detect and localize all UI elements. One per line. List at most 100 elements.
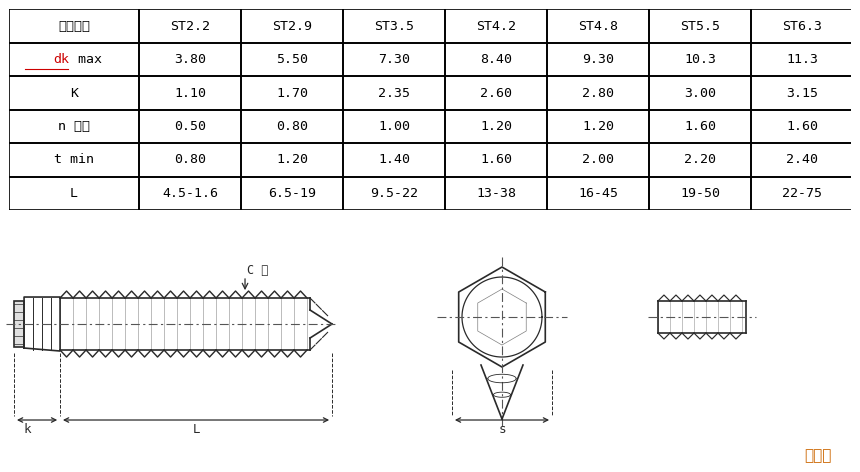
Bar xyxy=(139,143,241,177)
Text: 1.20: 1.20 xyxy=(582,120,614,133)
Bar xyxy=(649,43,751,76)
Bar xyxy=(9,9,139,43)
Text: 22-75: 22-75 xyxy=(782,187,822,200)
Bar xyxy=(9,110,139,143)
Bar xyxy=(751,143,853,177)
Text: 1.00: 1.00 xyxy=(378,120,410,133)
Text: K: K xyxy=(70,86,78,100)
Text: s: s xyxy=(498,423,506,436)
Bar xyxy=(241,43,343,76)
Bar xyxy=(649,177,751,210)
Text: 19-50: 19-50 xyxy=(680,187,720,200)
Text: 1.10: 1.10 xyxy=(175,86,206,100)
Bar xyxy=(343,110,445,143)
Text: 1.40: 1.40 xyxy=(378,153,410,167)
Text: 0.80: 0.80 xyxy=(276,120,308,133)
Bar xyxy=(445,76,547,110)
Text: 1.20: 1.20 xyxy=(480,120,513,133)
Text: ST5.5: ST5.5 xyxy=(680,20,720,33)
Bar xyxy=(547,43,649,76)
Bar xyxy=(139,110,241,143)
Bar xyxy=(139,43,241,76)
Bar xyxy=(649,9,751,43)
Text: k: k xyxy=(23,423,31,436)
Bar xyxy=(343,76,445,110)
Text: 4.5-1.6: 4.5-1.6 xyxy=(163,187,218,200)
Text: 11.3: 11.3 xyxy=(786,53,818,66)
Bar xyxy=(445,143,547,177)
Bar xyxy=(649,143,751,177)
Text: L: L xyxy=(70,187,78,200)
Bar xyxy=(241,143,343,177)
Text: 1.60: 1.60 xyxy=(684,120,716,133)
Text: 2.60: 2.60 xyxy=(480,86,513,100)
Text: 0.80: 0.80 xyxy=(175,153,206,167)
Bar xyxy=(139,9,241,43)
Text: 3.15: 3.15 xyxy=(786,86,818,100)
Bar xyxy=(445,177,547,210)
Bar xyxy=(9,177,139,210)
Text: 1.60: 1.60 xyxy=(480,153,513,167)
Text: 2.40: 2.40 xyxy=(786,153,818,167)
Text: ST2.2: ST2.2 xyxy=(170,20,210,33)
Bar xyxy=(139,76,241,110)
Bar xyxy=(547,76,649,110)
Text: 13-38: 13-38 xyxy=(476,187,516,200)
Text: ST4.2: ST4.2 xyxy=(476,20,516,33)
Bar xyxy=(751,110,853,143)
Text: 7.30: 7.30 xyxy=(378,53,410,66)
Bar xyxy=(9,43,139,76)
Bar xyxy=(139,177,241,210)
Bar xyxy=(751,43,853,76)
Text: dk: dk xyxy=(53,53,70,66)
Text: 1.20: 1.20 xyxy=(276,153,308,167)
Text: 3.80: 3.80 xyxy=(175,53,206,66)
Text: 8.40: 8.40 xyxy=(480,53,513,66)
Bar xyxy=(547,9,649,43)
Bar xyxy=(241,110,343,143)
Text: ST4.8: ST4.8 xyxy=(578,20,618,33)
Bar xyxy=(547,143,649,177)
Bar xyxy=(751,9,853,43)
Bar xyxy=(343,43,445,76)
Text: 0.50: 0.50 xyxy=(175,120,206,133)
Bar xyxy=(649,76,751,110)
Text: ST3.5: ST3.5 xyxy=(374,20,415,33)
Text: 2.35: 2.35 xyxy=(378,86,410,100)
Text: 螺纹规格: 螺纹规格 xyxy=(58,20,90,33)
Bar xyxy=(751,76,853,110)
Text: t min: t min xyxy=(54,153,94,167)
Bar xyxy=(649,110,751,143)
Bar xyxy=(343,177,445,210)
Text: 6.5-19: 6.5-19 xyxy=(268,187,316,200)
Text: 1.70: 1.70 xyxy=(276,86,308,100)
Bar xyxy=(241,9,343,43)
Text: L: L xyxy=(193,423,200,436)
Bar xyxy=(751,177,853,210)
Text: 3.00: 3.00 xyxy=(684,86,716,100)
Text: 2.20: 2.20 xyxy=(684,153,716,167)
Text: 1.60: 1.60 xyxy=(786,120,818,133)
Bar xyxy=(9,143,139,177)
FancyBboxPatch shape xyxy=(14,301,24,347)
Text: n 公称: n 公称 xyxy=(58,120,90,133)
Bar xyxy=(445,9,547,43)
Text: 10.3: 10.3 xyxy=(684,53,716,66)
Bar xyxy=(445,110,547,143)
Bar xyxy=(9,76,139,110)
Text: 9.30: 9.30 xyxy=(582,53,614,66)
Bar xyxy=(241,76,343,110)
Text: C 型: C 型 xyxy=(247,264,268,277)
Text: ST2.9: ST2.9 xyxy=(273,20,312,33)
Text: 5.50: 5.50 xyxy=(276,53,308,66)
Text: 9.5-22: 9.5-22 xyxy=(370,187,418,200)
Bar xyxy=(343,9,445,43)
Bar xyxy=(547,177,649,210)
Text: 2.80: 2.80 xyxy=(582,86,614,100)
Bar xyxy=(241,177,343,210)
Text: max: max xyxy=(70,53,101,66)
Text: 繁荣网: 繁荣网 xyxy=(804,448,832,464)
Bar xyxy=(445,43,547,76)
Text: 16-45: 16-45 xyxy=(578,187,618,200)
Bar xyxy=(343,143,445,177)
